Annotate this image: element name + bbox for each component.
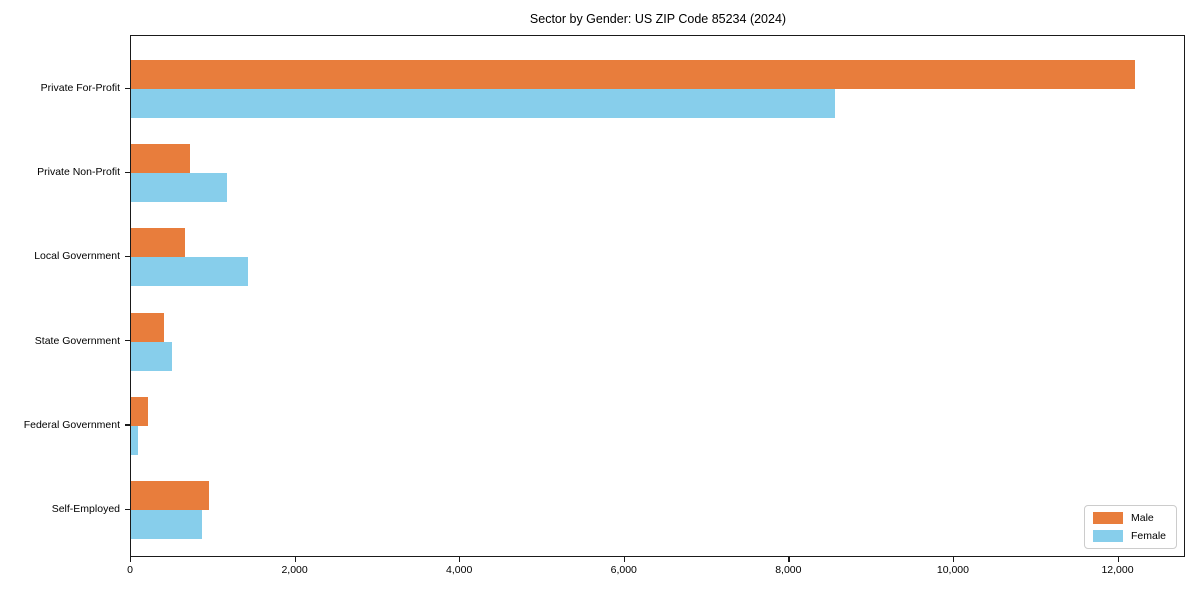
y-tick-mark xyxy=(125,508,130,510)
bar-female-state-government xyxy=(131,341,173,371)
bar-male-federal-government xyxy=(131,396,149,426)
x-tick-mark xyxy=(788,557,790,562)
bar-female-private-for-profit xyxy=(131,89,835,118)
x-tick-label-6-000: 6,000 xyxy=(610,564,637,576)
legend-label-male: Male xyxy=(1130,512,1154,524)
bar-male-self-employed xyxy=(131,481,210,510)
y-tick-mark xyxy=(125,424,130,426)
bar-male-state-government xyxy=(131,312,164,342)
legend-entry-female: Female xyxy=(1092,530,1166,542)
x-tick-mark xyxy=(459,557,461,562)
bar-female-local-government xyxy=(131,257,248,287)
bar-male-local-government xyxy=(131,228,186,258)
y-tick-label-private-for-profit: Private For-Profit xyxy=(40,82,120,94)
x-tick-mark xyxy=(623,557,626,562)
legend-label-female: Female xyxy=(1130,530,1166,542)
x-tick-mark xyxy=(294,557,296,562)
legend: Male Female xyxy=(1083,505,1177,549)
x-tick-label-4-000: 4,000 xyxy=(446,564,473,576)
bar-female-self-employed xyxy=(131,510,202,539)
x-tick-label-8-000: 8,000 xyxy=(775,564,802,576)
x-tick-mark xyxy=(952,557,955,562)
plot-area: Male Female xyxy=(130,35,1185,557)
bar-male-private-non-profit xyxy=(131,144,191,174)
legend-entry-male: Male xyxy=(1092,512,1166,524)
y-tick-mark xyxy=(125,255,130,258)
x-tick-mark xyxy=(130,557,132,562)
x-tick-label-10-000: 10,000 xyxy=(936,564,969,576)
x-tick-label-2-000: 2,000 xyxy=(281,564,308,576)
y-tick-mark xyxy=(125,340,130,342)
x-tick-mark xyxy=(1117,557,1119,562)
x-tick-label-0: 0 xyxy=(127,564,133,576)
bar-female-federal-government xyxy=(131,425,138,455)
y-tick-mark xyxy=(125,171,130,173)
bar-female-private-non-profit xyxy=(131,173,228,203)
y-tick-label-state-government: State Government xyxy=(34,334,120,347)
x-tick-label-12-000: 12,000 xyxy=(1101,564,1134,576)
y-tick-label-local-government: Local Government xyxy=(34,250,120,263)
chart-title: Sector by Gender: US ZIP Code 85234 (202… xyxy=(529,12,787,26)
y-tick-label-private-non-profit: Private Non-Profit xyxy=(37,166,120,179)
bar-male-private-for-profit xyxy=(131,60,1135,89)
y-tick-label-self-employed: Self-Employed xyxy=(51,503,120,515)
legend-swatch-female xyxy=(1092,530,1123,542)
legend-swatch-male xyxy=(1092,512,1123,524)
y-tick-label-federal-government: Federal Government xyxy=(23,418,120,431)
y-tick-mark xyxy=(125,87,130,89)
